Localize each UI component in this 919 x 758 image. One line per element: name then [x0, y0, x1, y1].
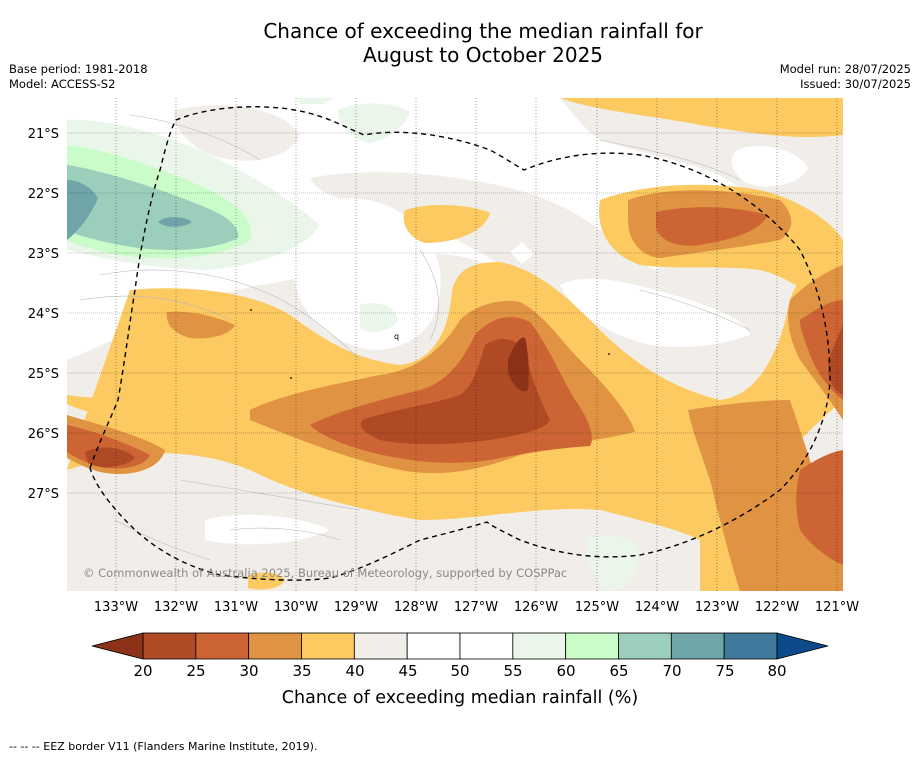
colorbar [91, 632, 829, 660]
colorbar-tick: 80 [767, 662, 786, 680]
lon-label: 127°W [454, 600, 498, 615]
model-run-text: Model run: 28/07/2025 [779, 62, 911, 76]
lon-label: 124°W [635, 600, 679, 615]
colorbar-segment [248, 632, 302, 660]
colorbar-segment [723, 632, 778, 660]
colorbar-over-arrow [776, 632, 829, 660]
lat-label: 27°S [28, 487, 59, 502]
copyright-text: © Commonwealth of Australia 2025, Bureau… [83, 566, 567, 580]
colorbar-segment [565, 632, 619, 660]
colorbar-tick: 20 [133, 662, 152, 680]
colorbar-tick: 40 [345, 662, 364, 680]
lon-label: 128°W [394, 600, 438, 615]
map-title-line1: Chance of exceeding the median rainfall … [263, 19, 703, 43]
colorbar-tick: 50 [450, 662, 469, 680]
lon-label: 123°W [695, 600, 739, 615]
issued-text: Issued: 30/07/2025 [800, 77, 911, 91]
colorbar-segment [353, 632, 408, 660]
colorbar-tick: 65 [609, 662, 628, 680]
colorbar-tick: 55 [503, 662, 522, 680]
colorbar-segment [459, 632, 514, 660]
lon-label: 133°W [94, 600, 138, 615]
lon-label: 129°W [334, 600, 378, 615]
latitude-labels: 21°S 22°S 23°S 24°S 25°S 26°S 27°S [28, 127, 59, 502]
map-title-line2: August to October 2025 [362, 43, 604, 67]
colorbar-segment [142, 632, 197, 660]
lon-label: 122°W [755, 600, 799, 615]
model-text: Model: ACCESS-S2 [9, 77, 116, 91]
colorbar-under-arrow [91, 632, 144, 660]
colorbar-segment [195, 632, 250, 660]
lat-label: 25°S [28, 367, 59, 382]
colorbar-tick: 75 [715, 662, 734, 680]
colorbar-tick: 30 [239, 662, 258, 680]
colorbar-tick: 35 [292, 662, 311, 680]
colorbar-title: Chance of exceeding median rainfall (%) [282, 688, 638, 708]
eez-legend-text: -- -- -- EEZ border V11 (Flanders Marine… [9, 740, 318, 753]
colorbar-tick: 60 [556, 662, 575, 680]
colorbar-segment [618, 632, 672, 660]
lon-label: 131°W [214, 600, 258, 615]
lat-label: 24°S [28, 307, 59, 322]
meta-right: Model run: 28/07/2025 Issued: 30/07/2025 [780, 62, 911, 92]
rainfall-map: q [67, 98, 843, 591]
colorbar-segment [406, 632, 461, 660]
longitude-labels: 133°W 132°W 131°W 130°W 129°W 128°W 127°… [94, 600, 859, 615]
colorbar-tick: 25 [186, 662, 205, 680]
lon-label: 125°W [575, 600, 619, 615]
eez-border [89, 106, 831, 581]
colorbar-segment [301, 632, 355, 660]
lon-label: 130°W [274, 600, 318, 615]
lon-label: 132°W [154, 600, 198, 615]
colorbar-segment [512, 632, 567, 660]
meta-left: Base period: 1981-2018 Model: ACCESS-S2 [9, 62, 148, 92]
lat-label: 21°S [28, 127, 59, 142]
colorbar-tick: 70 [662, 662, 681, 680]
colorbar-tick: 45 [398, 662, 417, 680]
svg-text:q: q [394, 332, 399, 341]
base-period-text: Base period: 1981-2018 [9, 62, 148, 76]
colorbar-ticks: 20 25 30 35 40 45 50 55 60 65 70 75 80 [133, 662, 786, 680]
lon-label: 121°W [815, 600, 859, 615]
lon-label: 126°W [514, 600, 558, 615]
lat-label: 23°S [28, 247, 59, 262]
lat-label: 22°S [28, 187, 59, 202]
colorbar-segment [670, 632, 725, 660]
lat-label: 26°S [28, 427, 59, 442]
